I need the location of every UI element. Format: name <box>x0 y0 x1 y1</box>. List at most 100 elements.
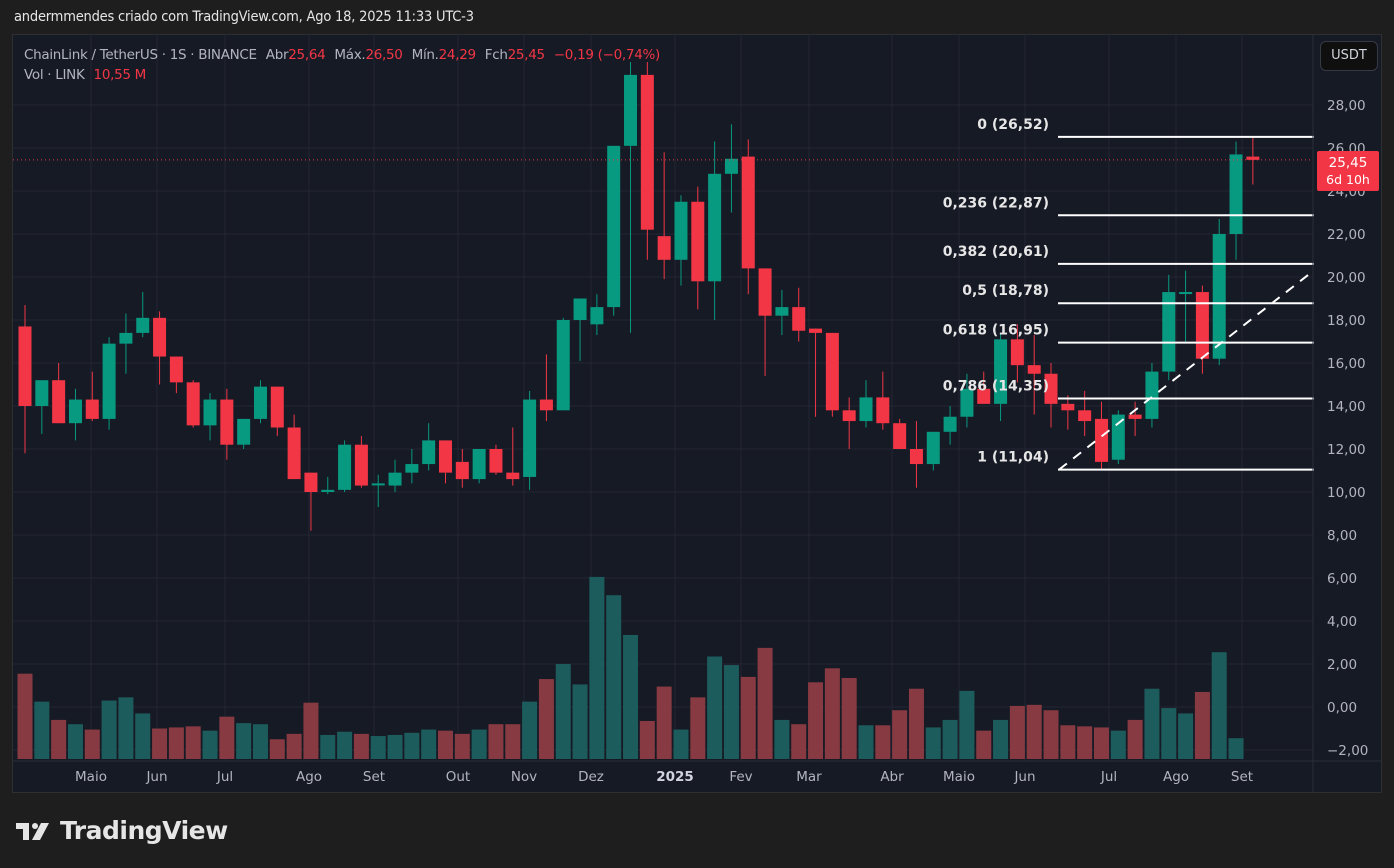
candle <box>825 332 839 411</box>
symbol-legend: ChainLink / TetherUS · 1S · BINANCE Abr2… <box>24 45 665 85</box>
open-value: Abr25,64 <box>265 47 326 63</box>
brand-name: TradingView <box>60 816 228 845</box>
candle <box>775 307 789 316</box>
candle <box>607 145 621 308</box>
price-axis-tick: 10,00 <box>1327 485 1366 501</box>
currency-button[interactable]: USDT <box>1320 41 1378 71</box>
time-axis-label: Jun <box>1013 769 1035 785</box>
time-axis-label: Jun <box>145 769 167 785</box>
symbol-name[interactable]: ChainLink / TetherUS · 1S · BINANCE <box>24 47 257 63</box>
candlestick-chart[interactable]: 28,0026,0024,0022,0020,0018,0016,0014,00… <box>13 35 1382 793</box>
tradingview-logo-icon <box>16 822 49 840</box>
fib-level-label: 0,382 (20,61) <box>943 244 1049 260</box>
change-value: −0,19 (−0,74%) <box>553 47 661 63</box>
chart-pane[interactable]: 28,00 26,00 24,00 22,00 20,00 18,00 16,00 14,00… <box>12 34 1382 793</box>
candle <box>354 444 368 486</box>
fib-level-label: 0,236 (22,87) <box>943 195 1049 211</box>
candle <box>657 236 671 260</box>
candle <box>506 472 520 480</box>
candle <box>371 483 385 486</box>
volume-label[interactable]: Vol · LINK <box>24 67 85 83</box>
candle <box>724 158 738 174</box>
price-axis-tick: 2,00 <box>1327 657 1357 673</box>
candle <box>977 388 991 404</box>
candle <box>842 410 856 422</box>
time-axis-label: Fev <box>729 769 752 785</box>
candle <box>909 449 923 465</box>
candle <box>270 386 284 428</box>
price-axis-tick: −2,00 <box>1327 743 1368 759</box>
candle <box>102 343 116 419</box>
candle <box>287 427 301 480</box>
time-axis-label: Nov <box>511 769 537 785</box>
candle <box>472 449 486 480</box>
price-axis-tick: 18,00 <box>1327 313 1366 329</box>
candle <box>237 418 251 445</box>
candle <box>960 388 974 417</box>
candle <box>590 307 604 325</box>
low-value: Mín.24,29 <box>411 47 477 63</box>
svg-text:6d 10h: 6d 10h <box>1326 172 1370 187</box>
price-axis-tick: 4,00 <box>1327 614 1357 630</box>
close-value: Fch25,45 <box>484 47 545 63</box>
volume-bars <box>17 576 1244 759</box>
candle <box>85 399 99 419</box>
candle <box>893 423 907 449</box>
candle <box>1195 292 1209 359</box>
candle <box>809 328 823 333</box>
tradingview-logo[interactable]: TradingView <box>14 816 228 845</box>
candle <box>136 317 150 333</box>
price-axis-tick: 0,00 <box>1327 700 1357 716</box>
candle <box>1145 371 1159 419</box>
candle <box>388 472 402 486</box>
candle <box>321 489 335 492</box>
candle <box>1044 373 1058 404</box>
candles <box>18 62 1260 531</box>
price-axis-tick: 6,00 <box>1327 571 1357 587</box>
candle <box>859 397 873 422</box>
time-axis-label: Maio <box>75 769 107 785</box>
candle <box>624 74 638 146</box>
time-axis-label: Ago <box>296 769 322 785</box>
chart-caption: andermmendes criado com TradingView.com,… <box>14 9 474 25</box>
candle <box>169 356 183 383</box>
candle <box>876 397 890 424</box>
time-axis-label: Jul <box>1100 769 1117 785</box>
candle <box>119 332 133 344</box>
candle <box>1027 365 1041 374</box>
fib-level-label: 0,618 (16,95) <box>943 323 1049 339</box>
time-axis-label: Set <box>1231 769 1253 785</box>
candle <box>556 320 570 411</box>
price-axis-tick: 14,00 <box>1327 399 1366 415</box>
time-axis-label: Abr <box>880 769 904 785</box>
candle <box>758 268 772 316</box>
candle <box>422 440 436 465</box>
time-axis-label: Mar <box>796 769 822 785</box>
price-axis-tick: 22,00 <box>1327 227 1366 243</box>
time-axis-label: Dez <box>578 769 604 785</box>
candle <box>674 201 688 260</box>
price-axis-tick: 12,00 <box>1327 442 1366 458</box>
candle <box>1010 339 1024 366</box>
svg-text:25,45: 25,45 <box>1329 155 1368 171</box>
high-value: Máx.26,50 <box>334 47 403 63</box>
candle <box>708 173 722 282</box>
time-axis-label: 2025 <box>656 769 694 785</box>
candle <box>691 201 705 282</box>
time-axis-label: Jul <box>216 769 233 785</box>
candle <box>1246 156 1260 160</box>
candle <box>1128 414 1142 419</box>
candle <box>573 298 587 320</box>
candle <box>1179 292 1193 295</box>
candle <box>1078 410 1092 422</box>
candle <box>203 399 217 426</box>
candle <box>405 464 419 473</box>
candle <box>741 156 755 269</box>
fibonacci-retracement[interactable] <box>1058 135 1314 471</box>
candle <box>1212 234 1226 359</box>
candle <box>1061 403 1075 411</box>
candle <box>220 399 234 445</box>
candle <box>186 382 200 426</box>
fib-level-label: 0,5 (18,78) <box>962 283 1049 299</box>
